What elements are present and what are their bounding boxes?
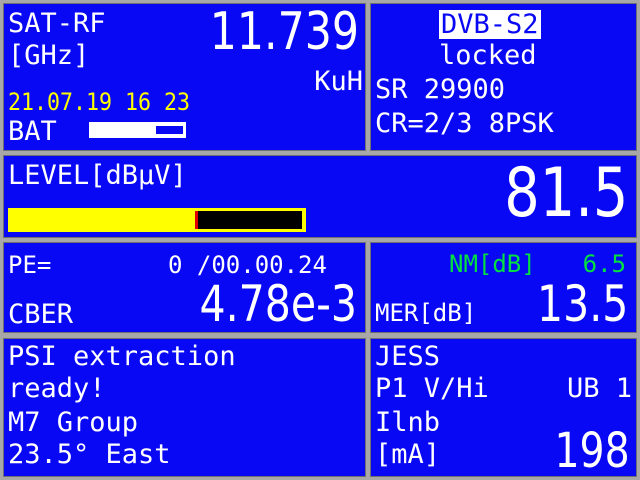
mer-value: 13.5 (536, 275, 628, 333)
errors-panel: PE= 0 /00.00.24 CBER 4.78e-3 (3, 242, 366, 333)
lnb-current-value: 198 (554, 423, 630, 479)
nm-label: NM[dB] (449, 250, 536, 278)
frequency-panel: SAT-RF [GHz] 11.739 KuH 21.07.19 16 23 B… (3, 3, 366, 151)
frequency-value: 11.739 (209, 2, 359, 62)
battery-bar (89, 122, 186, 138)
psi-line: PSI extraction (8, 341, 236, 372)
level-bar-remaining (195, 211, 302, 229)
mer-label: MER[dB] (375, 299, 477, 327)
lnb-panel: JESS P1 V/Hi UB 1 Ilnb [mA] 198 (370, 338, 637, 477)
band-label: KuH (314, 66, 363, 97)
pe-value: 0 /00.00.24 (168, 251, 327, 279)
signal-panel: DVB-S2 locked SR 29900 CR=2/3 8PSK (370, 3, 637, 151)
level-label: LEVEL[dBµV] (8, 160, 187, 191)
cber-label: CBER (8, 299, 74, 330)
level-panel: LEVEL[dBµV] 81.5 (3, 155, 637, 238)
lnb-current-label: Ilnb (375, 407, 441, 438)
battery-empty (156, 126, 183, 134)
psi-line: M7 Group (8, 407, 139, 438)
level-value: 81.5 (503, 154, 628, 233)
mer-panel: NM[dB] 6.5 MER[dB] 13.5 (370, 242, 637, 333)
lnb-config: P1 V/Hi (375, 373, 489, 404)
psi-line: ready! (8, 373, 106, 404)
lnb-mode: JESS (375, 341, 441, 372)
lnb-userband: UB 1 (566, 373, 632, 404)
symbol-rate: SR 29900 (375, 74, 506, 105)
nm-value: 6.5 (582, 250, 626, 278)
battery-label: BAT (8, 116, 57, 147)
standard-badge: DVB-S2 (439, 9, 541, 40)
datetime: 21.07.19 16 23 (8, 88, 191, 116)
pe-label: PE= (8, 251, 52, 279)
frequency-unit: [GHz] (8, 40, 90, 71)
level-bar (8, 208, 306, 232)
cber-value: 4.78e-3 (199, 275, 357, 333)
psi-line: 23.5° East (8, 439, 171, 470)
psi-panel: PSI extraction ready! M7 Group 23.5° Eas… (3, 338, 366, 477)
frequency-label: SAT-RF (8, 8, 106, 39)
code-rate: CR=2/3 8PSK (375, 108, 554, 139)
lnb-current-unit: [mA] (375, 439, 441, 470)
lock-status: locked (439, 40, 537, 71)
